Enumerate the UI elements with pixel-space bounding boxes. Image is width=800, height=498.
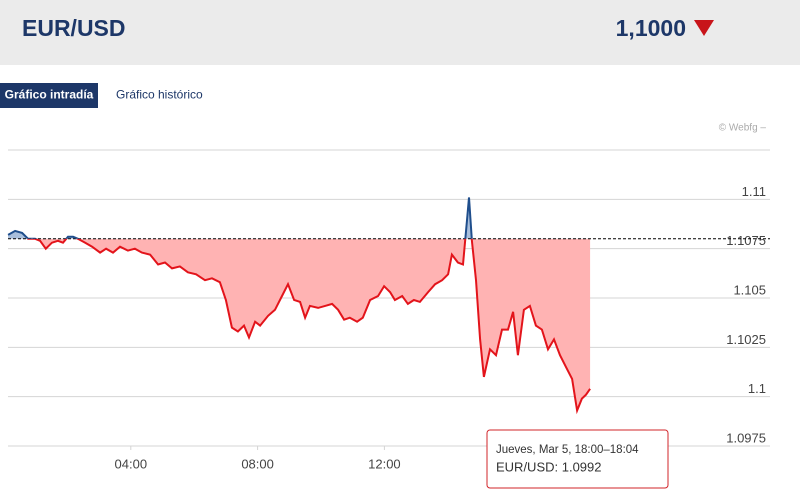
tooltip-text: EUR/USD: 1.0992 (496, 459, 602, 474)
tooltip-title: Jueves, Mar 5, 18:00–18:04 (496, 444, 639, 456)
tooltip-box (486, 429, 669, 489)
x-tick-label: 04:00 (115, 456, 148, 471)
price: 1,1000 (616, 15, 686, 41)
x-tick-label: 12:00 (368, 456, 401, 471)
y-tick-label: 1.1075 (726, 233, 766, 248)
y-tick-label: 1.1 (748, 381, 766, 396)
tooltip: Jueves, Mar 5, 18:00–18:04 EUR/USD: 1.09… (486, 429, 669, 489)
down-arrow (694, 20, 714, 36)
y-tick-label: 1.105 (733, 282, 766, 297)
tab[interactable]: Gráfico intradía (5, 88, 94, 102)
y-tick-label: 1.11 (742, 184, 766, 199)
y-tick-label: 1.0975 (726, 430, 766, 445)
y-tick-label: 1.1025 (726, 332, 766, 347)
header-bar (0, 0, 800, 65)
watermark: © Webfg – (719, 123, 767, 134)
line-below (26, 238, 591, 415)
tab-active-bg[interactable] (0, 83, 98, 108)
area-below (35, 238, 591, 411)
pair-title: EUR/USD (22, 15, 126, 41)
x-tick-label: 08:00 (241, 456, 274, 471)
plot: 1.11 1.1075 1.105 1.1025 1.1 1.0975 04:00 08:00… (7, 149, 770, 471)
tab[interactable]: Gráfico histórico (116, 88, 203, 102)
